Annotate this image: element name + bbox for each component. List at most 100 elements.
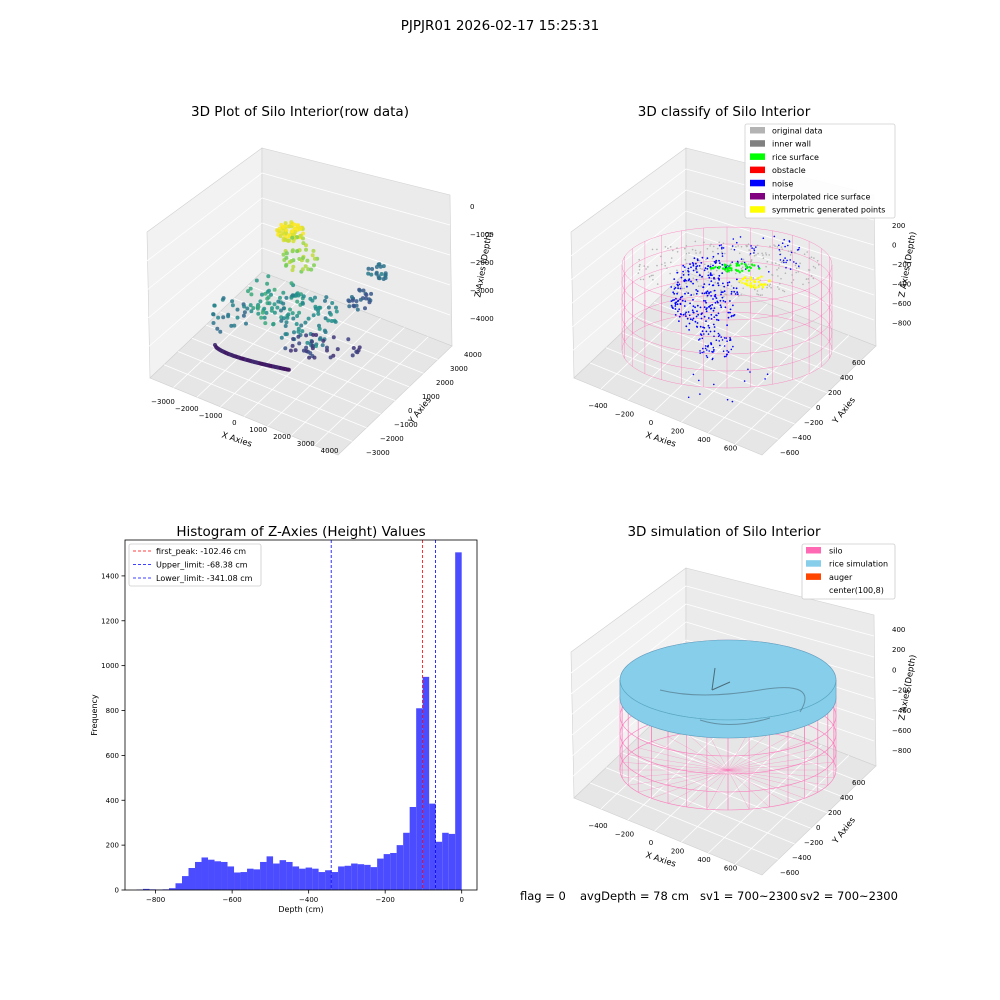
chart2-point [717,282,719,284]
chart2-point [682,264,685,267]
chart2-point [723,345,726,347]
chart1-point [310,343,315,348]
chart1-point [291,316,296,321]
chart1-point [383,271,388,276]
chart1-point [246,289,250,294]
chart2-point [709,291,712,293]
chart2-point [714,281,717,284]
chart1-point [279,308,283,313]
chart2-point [706,356,709,359]
chart1-point [281,316,286,321]
chart1-point [288,307,292,312]
chart2-point [756,293,758,295]
chart2-point [648,275,651,278]
chart4-silo-floor-spoke [727,732,770,771]
chart2-point [688,322,691,325]
chart2-point [730,290,733,293]
figure-suptitle: PJPJR01 2026-02-17 15:25:31 [400,18,600,34]
chart2-point [779,259,782,261]
chart2-point [720,244,722,246]
chart1-point [290,235,295,240]
chart4-silo-floor-spoke [638,747,729,771]
chart2-point [707,324,710,327]
chart2-point [780,261,783,264]
chart2-point [757,265,759,267]
chart2-point [703,241,705,244]
chart2-point [778,288,780,290]
chart2-point [783,290,786,293]
chart1-point [248,286,253,291]
chart2-point [738,271,741,274]
chart4-silo-floor-spoke [686,769,729,808]
chart3-legend-label: Upper_limit: -68.38 cm [156,561,248,570]
chart4-silo-floor-spoke [727,769,828,786]
chart2-point [717,319,720,322]
chart1-point [310,339,314,344]
chart2-point [712,346,715,349]
chart2-point [717,252,719,255]
chart1-point [280,231,285,236]
chart1-point [311,332,316,337]
chart2-point [717,284,720,287]
chart2-legend-label: rice surface [772,153,819,162]
chart3-ytick-label: 600 [106,752,119,760]
chart2-point [707,265,709,268]
chart2-point [679,287,682,290]
chart2-point [773,244,775,246]
chart2-point [671,306,674,309]
chart2-point [687,273,690,276]
chart2-point [713,326,716,328]
chart1-point [301,241,306,246]
chart1-point [281,301,286,306]
chart2-point [684,247,686,250]
chart4-gridline [685,585,875,637]
chart2-point [705,310,708,313]
chart2-point [680,276,683,279]
chart1-xtick-label: −2000 [175,405,199,413]
chart1-xtick-label: 1000 [249,426,267,434]
chart2-point [692,294,695,296]
chart2-point [712,264,714,267]
chart2-point [673,288,676,290]
chart2-point [738,279,742,283]
chart1-point [304,349,309,354]
chart2-point [710,280,713,282]
chart1-point [381,264,386,269]
chart2-point [726,340,728,343]
chart2-legend-label: symmetric generated points [772,206,885,215]
chart2-point [708,291,710,294]
chart2-gridline [621,332,812,409]
chart2-point [652,274,654,277]
chart1-point [323,298,327,303]
chart2-point [711,303,714,306]
chart1-gridline [146,197,263,291]
chart1-point [296,223,300,228]
chart2-point [762,254,764,256]
chart2-point [724,306,727,309]
chart2-point [713,261,716,263]
chart4-silo-floor-spoke [667,736,729,771]
chart2-point [778,244,780,247]
chart2-point [676,271,679,274]
chart2-point [736,291,739,294]
flag-status: flag = 0 [520,889,566,903]
chart3-xtick-label: −800 [146,896,165,904]
chart2-point [721,247,723,250]
chart1-point [374,265,379,269]
chart1-point [226,314,231,319]
chart2-point [790,251,793,254]
chart2-point [749,276,752,279]
chart4-silo-floor-spoke [727,769,805,799]
chart2-point [710,263,712,266]
chart4-ztick-label: 400 [892,626,905,634]
chart2-legend-label: inner wall [772,140,811,149]
chart2-point [723,355,726,358]
chart2-point [713,335,715,338]
chart2-point [735,272,737,275]
chart4-legend-swatch [806,560,821,567]
chart4-silo-floor-spoke [727,736,789,771]
chart2-point [713,330,716,333]
chart2-point [724,270,727,273]
chart2-point [731,245,734,247]
chart2-point [732,304,734,307]
